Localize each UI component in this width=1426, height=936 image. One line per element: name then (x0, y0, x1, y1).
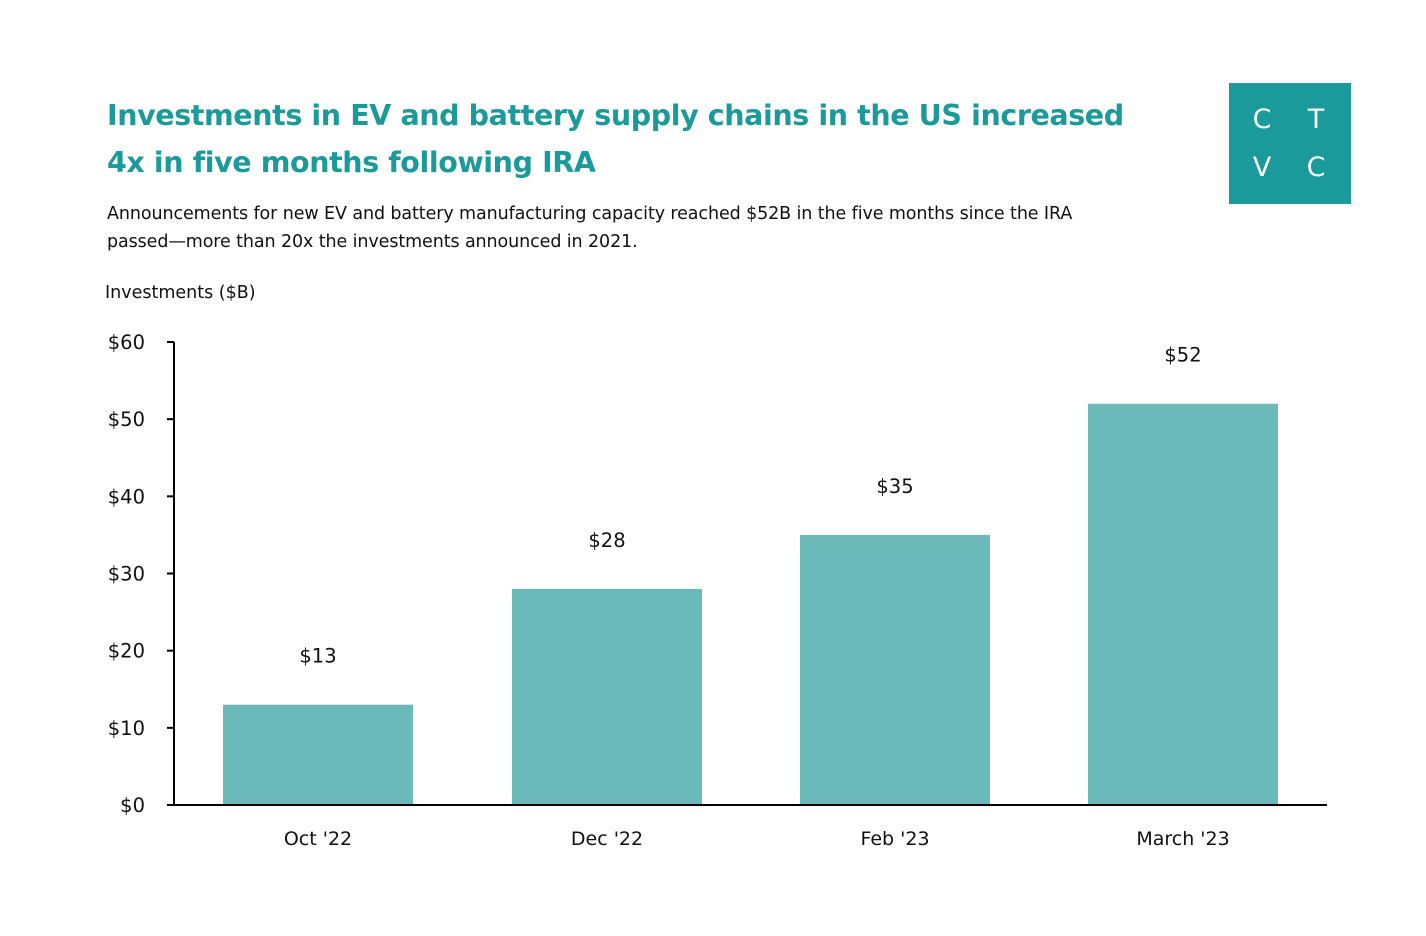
y-tick-label: $60 (108, 331, 145, 354)
y-tick-label: $30 (108, 563, 145, 586)
y-tick-label: $20 (108, 640, 145, 663)
ctvc-logo: C T V C (1229, 83, 1351, 204)
bar (512, 588, 702, 805)
bar (800, 534, 990, 805)
logo-letter: T (1307, 104, 1325, 135)
x-tick-label: Feb '23 (860, 828, 929, 850)
logo-letter: C (1306, 152, 1326, 183)
bar (1088, 403, 1278, 805)
y-tick-label: $40 (108, 485, 145, 508)
bar (223, 704, 413, 805)
y-tick-label: $10 (108, 717, 145, 740)
data-label: $28 (588, 529, 625, 552)
y-tick-label: $0 (120, 794, 145, 817)
chart-title: Investments in EV and battery supply cha… (107, 99, 1124, 179)
data-label: $13 (299, 645, 336, 668)
x-tick-label: March '23 (1136, 828, 1229, 850)
x-tick-label: Dec '22 (571, 828, 643, 850)
logo-letter: V (1252, 152, 1272, 183)
x-tick-label: Oct '22 (284, 828, 352, 850)
logo-letter: C (1252, 104, 1272, 135)
data-label: $52 (1164, 344, 1201, 367)
chart-subtitle: Announcements for new EV and battery man… (107, 204, 1073, 252)
data-label: $35 (876, 475, 913, 498)
y-axis-title: Investments ($B) (105, 283, 256, 303)
y-tick-label: $50 (108, 408, 145, 431)
